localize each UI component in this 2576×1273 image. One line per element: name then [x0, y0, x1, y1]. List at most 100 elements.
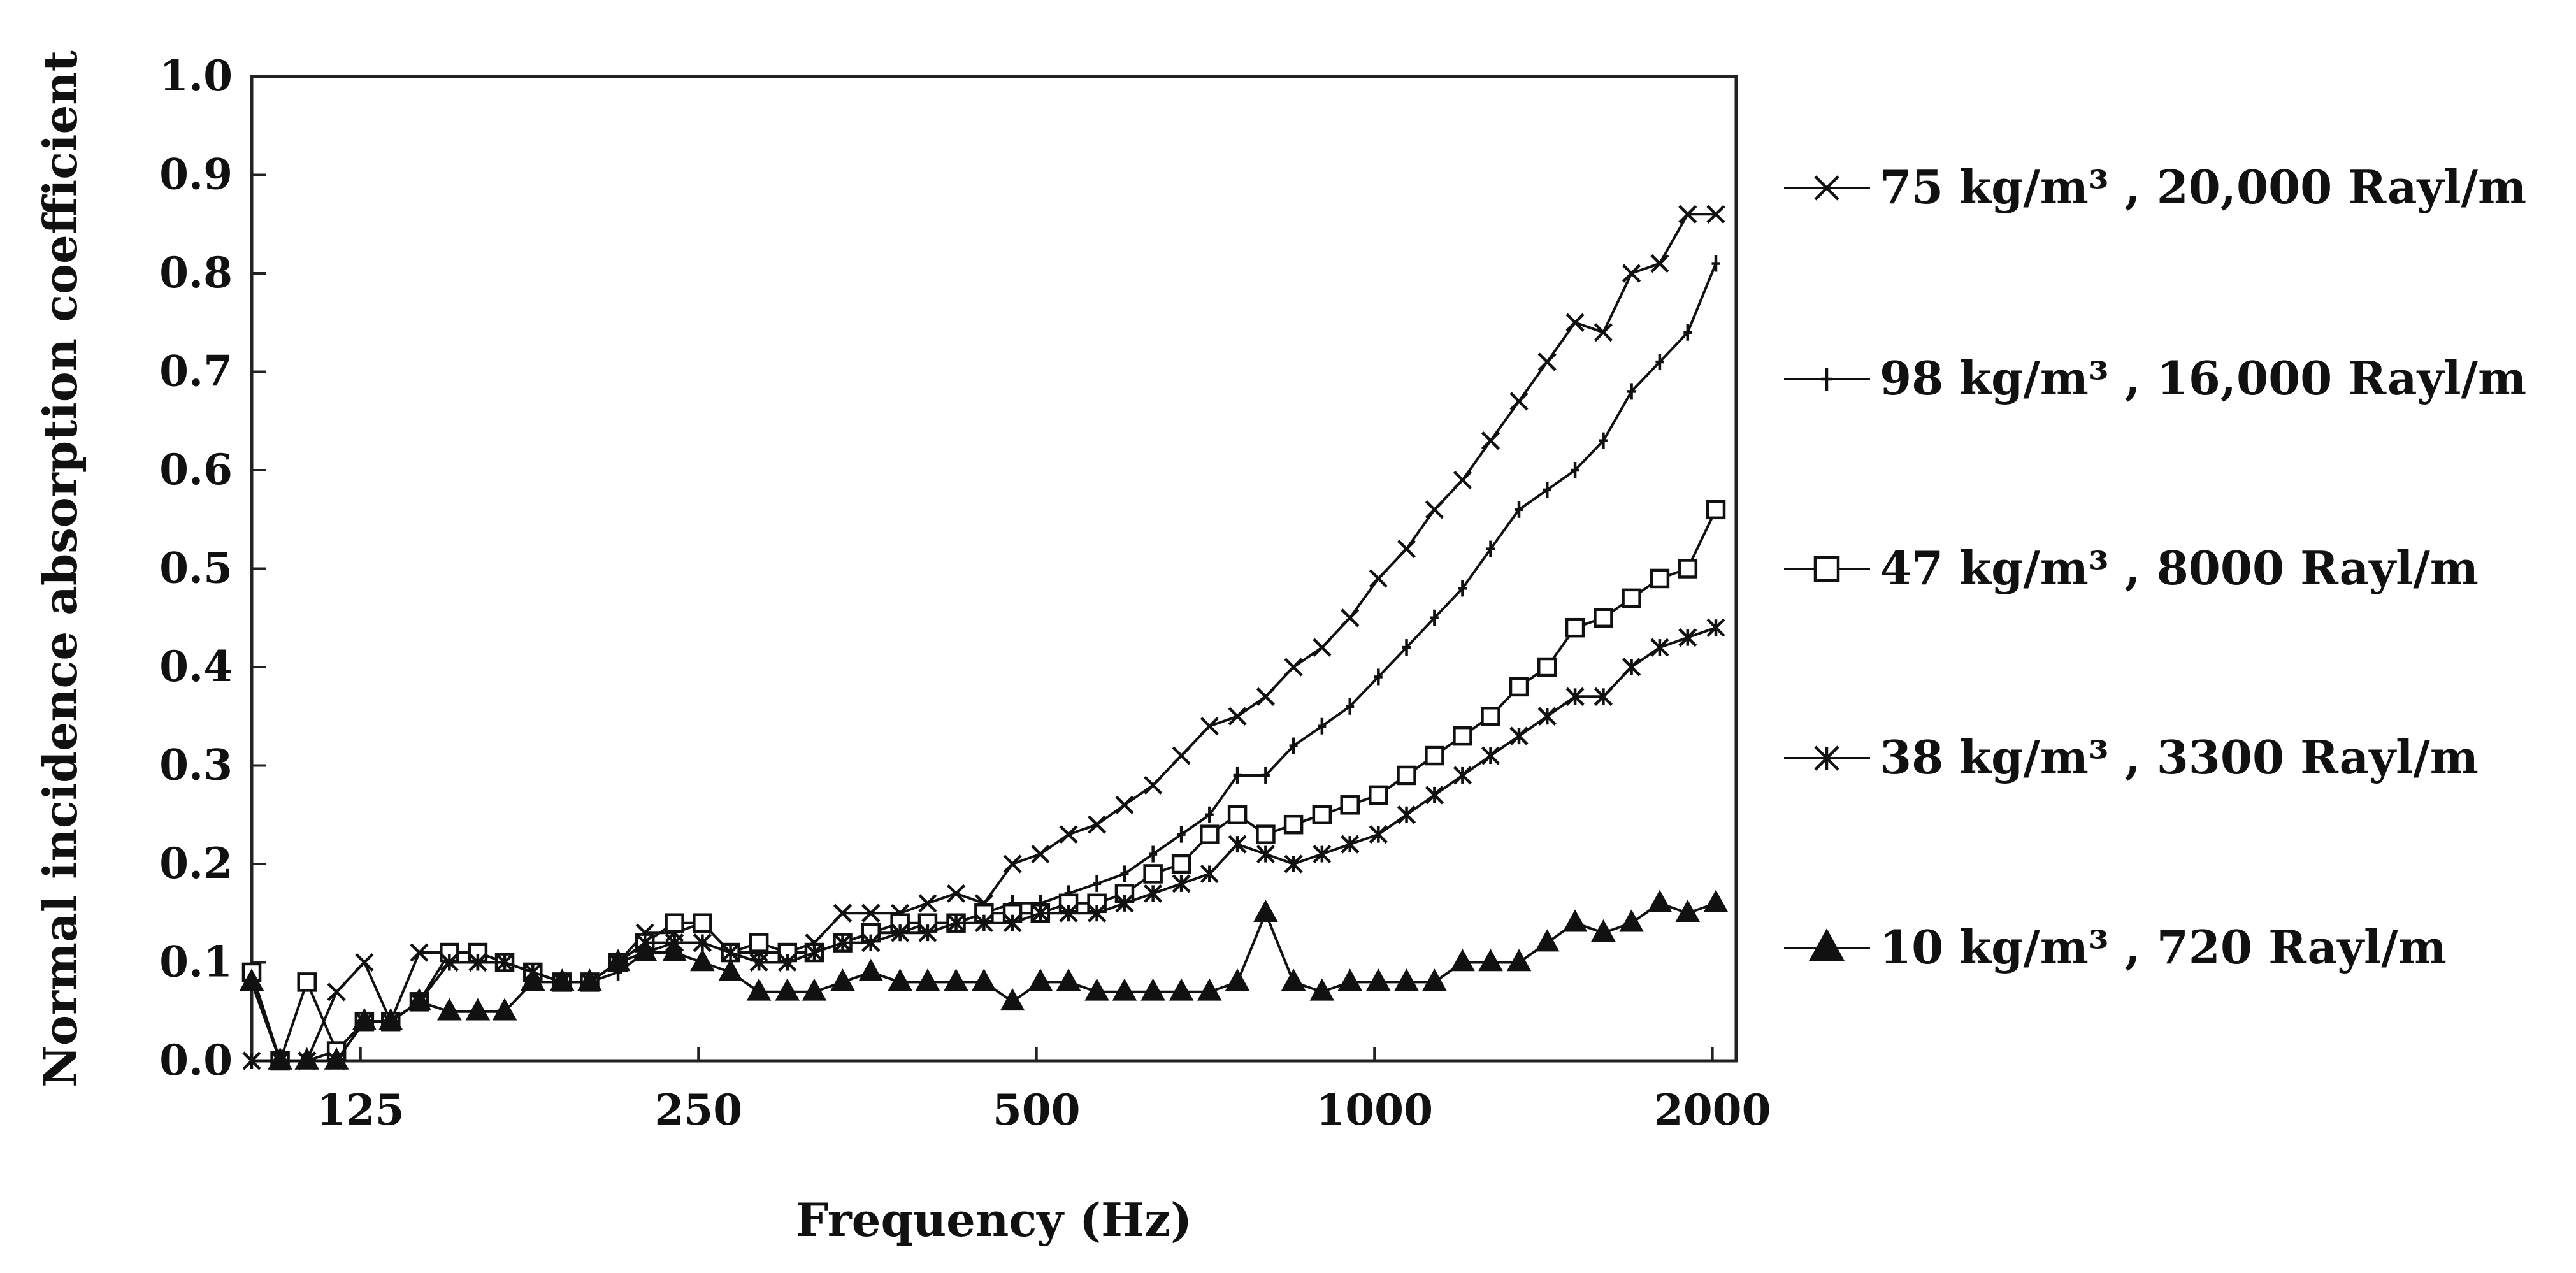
data-point-x-marker [1650, 254, 1669, 273]
data-point-triangle-marker [1647, 889, 1673, 912]
data-point-triangle-marker [1450, 949, 1475, 972]
data-point-x-marker [1537, 352, 1557, 371]
data-point-x-marker [355, 953, 374, 972]
y-tick-label: 0.6 [159, 445, 233, 494]
data-point-triangle-marker [1084, 978, 1109, 1001]
data-point-square-marker [1171, 854, 1191, 874]
data-point-asterisk-marker [1678, 628, 1697, 647]
data-point-triangle-marker [577, 968, 602, 991]
data-point-square-marker [1340, 795, 1360, 815]
data-point-x-marker [1284, 658, 1303, 677]
data-point-asterisk-marker [1228, 835, 1247, 854]
data-point-plus-marker [1711, 255, 1720, 272]
data-point-asterisk-marker [974, 914, 993, 933]
data-point-triangle-marker [1253, 899, 1278, 923]
data-point-triangle-marker [1562, 909, 1588, 932]
x-tick-label: 2000 [1654, 1085, 1771, 1135]
data-point-triangle-marker [746, 978, 772, 1001]
data-point-asterisk-marker [1425, 786, 1444, 805]
data-point-square-marker [1200, 824, 1220, 844]
data-point-square-marker [665, 913, 684, 933]
legend-label: 10 kg/m³ , 720 Rayl/m [1880, 920, 2447, 974]
y-axis: 0.0 0.1 0.2 0.3 0.4 0.5 0.6 0.7 0.8 0.9 1.0 [159, 51, 266, 1085]
data-point-square-marker [1622, 588, 1641, 608]
data-point-square-marker [693, 913, 712, 933]
data-point-asterisk-marker [495, 953, 514, 972]
data-point-triangle-marker [632, 939, 658, 961]
data-point-plus-marker [1120, 865, 1129, 882]
data-point-square-marker [1425, 745, 1444, 766]
data-point-asterisk-marker [805, 943, 824, 962]
data-point-triangle-marker [437, 998, 462, 1021]
data-point-triangle-marker [1309, 978, 1335, 1001]
data-point-asterisk-marker [1509, 726, 1529, 745]
data-point-triangle-marker [378, 1007, 403, 1030]
data-point-plus-marker [1233, 766, 1242, 784]
y-axis-title: Normal incidence absorption coefficient [33, 50, 87, 1088]
data-point-x-marker [1228, 707, 1247, 726]
data-point-triangle-marker [1225, 968, 1250, 991]
data-point-square-marker [1813, 556, 1840, 582]
data-point-triangle-marker [294, 1047, 320, 1070]
data-point-triangle-marker [858, 958, 884, 981]
data-point-plus-marker [1627, 383, 1636, 400]
data-point-square-marker [1453, 726, 1472, 746]
data-point-asterisk-marker [1144, 884, 1163, 903]
data-point-asterisk-marker [891, 923, 910, 942]
data-point-square-marker [1594, 608, 1613, 628]
data-point-asterisk-marker [1341, 835, 1360, 854]
data-point-x-marker [410, 943, 429, 962]
data-point-plus-marker [1821, 368, 1832, 391]
data-point-triangle-marker [239, 968, 264, 991]
data-point-asterisk-marker [1284, 854, 1303, 874]
data-point-x-marker [1481, 431, 1500, 450]
data-point-x-marker [1088, 815, 1107, 834]
data-point-asterisk-marker [1594, 687, 1613, 706]
data-point-square-marker [1706, 500, 1726, 520]
data-point-triangle-marker [1394, 968, 1419, 991]
data-point-triangle-marker [802, 978, 827, 1001]
data-point-plus-marker [1430, 609, 1439, 626]
data-point-triangle-marker [1808, 928, 1845, 961]
data-point-triangle-marker [1056, 968, 1081, 991]
data-point-square-marker [1397, 765, 1416, 786]
data-point-square-marker [1509, 677, 1529, 697]
series-line [252, 626, 1716, 1062]
data-point-asterisk-marker [1814, 745, 1839, 771]
data-point-x-marker [1172, 746, 1191, 765]
data-point-square-marker [1143, 864, 1163, 884]
legend-label: 47 kg/m³ , 8000 Rayl/m [1880, 541, 2479, 595]
data-point-triangle-marker [1534, 929, 1560, 952]
data-point-triangle-marker [888, 968, 912, 991]
data-point-x-marker [1059, 825, 1078, 844]
data-point-asterisk-marker [1256, 844, 1276, 864]
data-point-asterisk-marker [468, 953, 487, 972]
data-point-triangle-marker [1591, 919, 1616, 942]
data-point-square-marker [1283, 814, 1304, 835]
data-point-triangle-marker [492, 998, 517, 1021]
data-point-asterisk-marker [1088, 903, 1107, 923]
data-point-plus-marker [1318, 717, 1327, 735]
data-point-x-marker [1369, 569, 1388, 588]
x-tick-label: 125 [317, 1085, 405, 1135]
y-tick-label: 0.0 [159, 1035, 233, 1085]
series-layer [239, 205, 1729, 1071]
data-point-x-marker [1256, 687, 1276, 706]
y-tick-label: 0.7 [159, 347, 233, 396]
data-point-square-marker [297, 972, 317, 992]
data-point-triangle-marker [690, 949, 715, 972]
legend-item: 75 kg/m³ , 20,000 Rayl/m [1784, 160, 2526, 214]
data-point-triangle-marker [1112, 978, 1137, 1001]
data-point-triangle-marker [1506, 949, 1532, 972]
data-point-triangle-marker [268, 1047, 292, 1070]
data-point-triangle-marker [1197, 978, 1222, 1001]
data-point-x-marker [1341, 608, 1360, 628]
data-point-plus-marker [1458, 580, 1467, 597]
series-asterisk [242, 618, 1725, 1070]
series-triangle [239, 889, 1729, 1070]
data-point-asterisk-marker [1313, 844, 1332, 864]
data-point-asterisk-marker [1706, 618, 1725, 637]
data-point-square-marker [1678, 559, 1698, 579]
y-tick-label: 0.3 [159, 740, 233, 790]
